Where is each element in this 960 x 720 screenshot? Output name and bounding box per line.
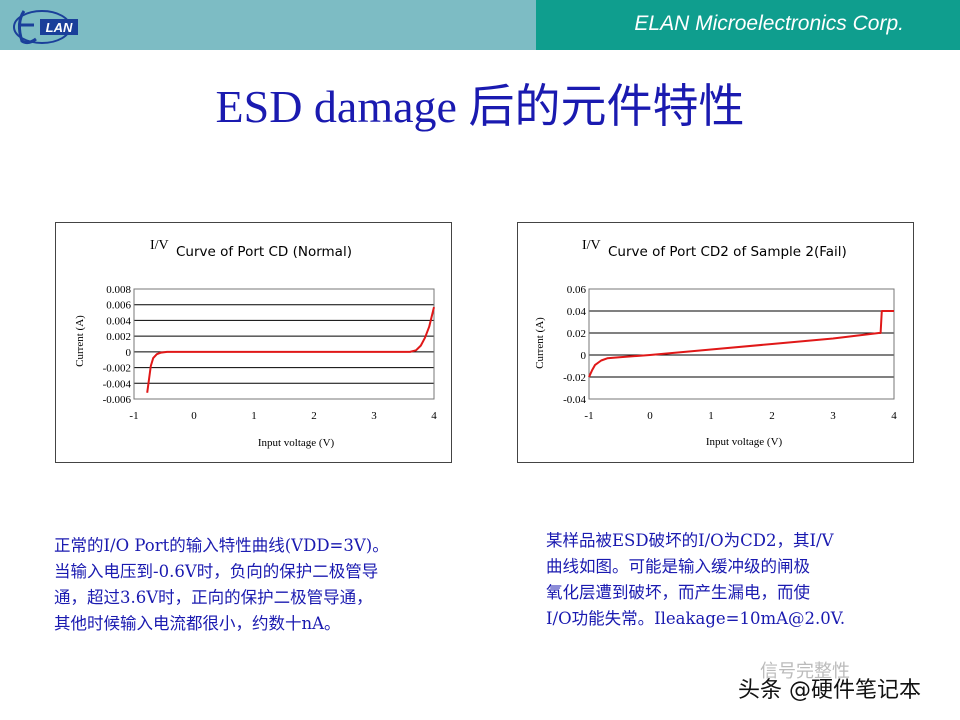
elan-logo-icon: LAN — [13, 10, 78, 45]
y-tick-label: 0.02 — [567, 328, 586, 340]
x-tick-label: 4 — [431, 410, 437, 422]
x-tick-label: 4 — [891, 410, 897, 422]
series-line — [588, 310, 894, 378]
watermark: 头条 @硬件笔记本 — [738, 678, 921, 703]
y-tick-label: 0.04 — [567, 306, 587, 318]
y-tick-label: 0.004 — [106, 315, 131, 327]
y-tick-label: -0.004 — [103, 378, 132, 390]
y-tick-label: 0 — [581, 350, 587, 362]
y-tick-label: 0.002 — [106, 331, 131, 343]
plot-area: 0.008 0.006 0.004 0.002 0 -0.002 -0.004 -0.006 -… — [103, 284, 438, 422]
watermark-faint: 信号完整性 — [760, 661, 850, 682]
x-tick-label: 3 — [830, 410, 836, 422]
x-axis-label: Input voltage (V) — [258, 437, 335, 449]
y-tick-label: 0.006 — [106, 300, 131, 312]
company-name: ELAN Microelectronics Corp. — [634, 12, 904, 35]
header-company-band: ELAN Microelectronics Corp. — [536, 0, 960, 50]
chart-fail-svg: I/V Curve of Port CD2 of Sample 2(Fail) … — [534, 238, 897, 448]
logo-text: LAN — [46, 20, 73, 35]
x-tick-label: 2 — [769, 410, 775, 422]
x-axis-label: Input voltage (V) — [706, 436, 783, 448]
x-tick-label: -1 — [584, 410, 593, 422]
y-axis-label: Current (A) — [74, 315, 86, 367]
slide-title: ESD damage 后的元件特性 — [215, 81, 745, 132]
series-line — [146, 306, 435, 393]
x-tick-label: 0 — [647, 410, 653, 422]
y-tick-label: -0.02 — [563, 372, 586, 384]
chart-title-prefix: I/V — [582, 238, 601, 253]
y-tick-label: -0.002 — [103, 363, 131, 375]
y-tick-label: 0.008 — [106, 284, 131, 296]
x-tick-label: -1 — [129, 410, 138, 422]
y-tick-label: 0.06 — [567, 284, 587, 296]
y-axis-label: Current (A) — [534, 317, 546, 369]
y-tick-label: -0.04 — [563, 394, 586, 406]
plot-area: 0.06 0.04 0.02 0 -0.02 -0.04 -1 0 1 2 3 4 — [563, 284, 897, 422]
chart-normal-svg: I/V Curve of Port CD (Normal) Input volt… — [74, 238, 438, 449]
chart-title-prefix: I/V — [150, 238, 169, 253]
plot-border — [588, 288, 895, 400]
y-tick-label: 0 — [126, 347, 132, 359]
x-tick-label: 2 — [311, 410, 317, 422]
chart-title: Curve of Port CD2 of Sample 2(Fail) — [608, 244, 847, 260]
chart-title: Curve of Port CD (Normal) — [176, 244, 352, 260]
x-tick-label: 0 — [191, 410, 197, 422]
x-tick-label: 3 — [371, 410, 377, 422]
plot-border — [133, 288, 435, 400]
x-tick-label: 1 — [251, 410, 257, 422]
x-tick-label: 1 — [708, 410, 714, 422]
description-right: 某样品被ESD破坏的I/O为CD2，其I/V 曲线如图。可能是输入缓冲级的闸极 … — [546, 531, 846, 628]
y-tick-label: -0.006 — [103, 394, 132, 406]
chart-normal-port-cd: I/V Curve of Port CD (Normal) Input volt… — [55, 222, 452, 463]
description-left: 正常的I/O Port的输入特性曲线(VDD=3V)。 当输入电压到-0.6V时… — [54, 536, 389, 633]
chart-fail-port-cd2: I/V Curve of Port CD2 of Sample 2(Fail) … — [517, 222, 914, 463]
